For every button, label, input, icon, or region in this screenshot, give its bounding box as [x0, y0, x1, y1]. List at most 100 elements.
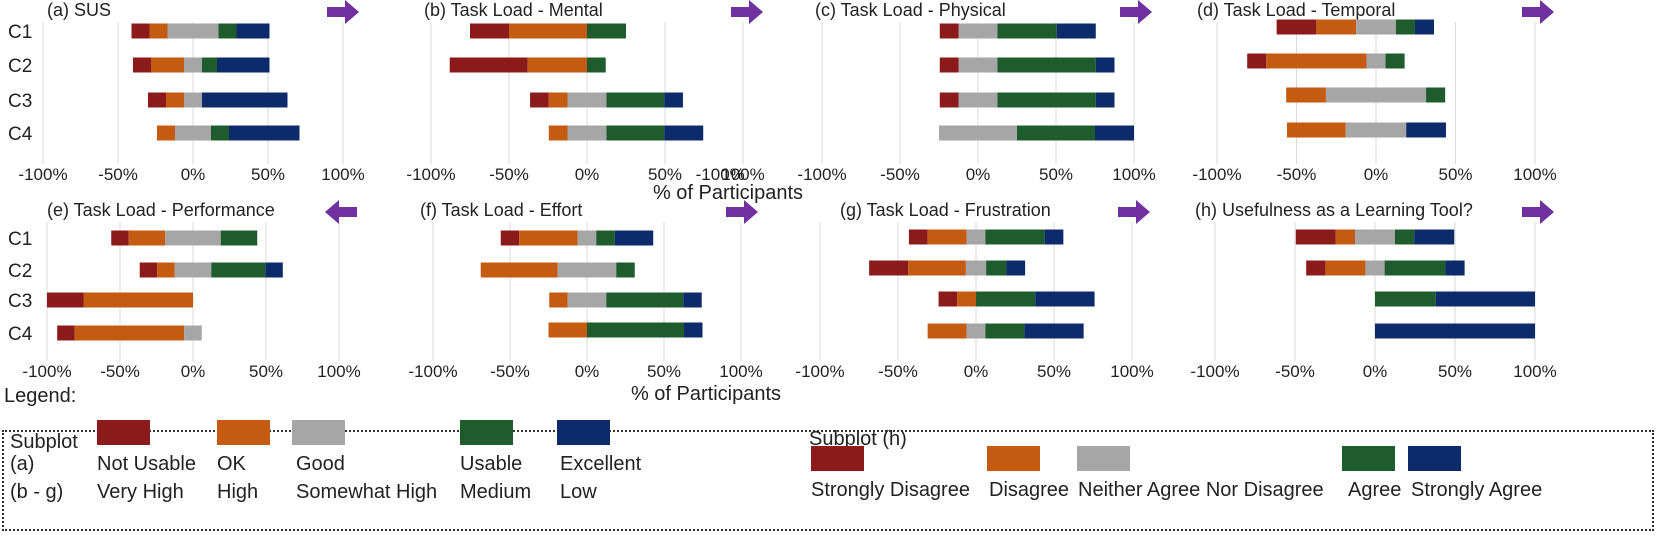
bar-segment	[470, 23, 509, 39]
legend-a-name-1: Not Usable	[97, 453, 196, 475]
tick-label: -50%	[98, 165, 138, 184]
bar-segment	[1395, 229, 1415, 245]
bar-segment	[606, 125, 665, 141]
bar-segment	[530, 92, 549, 108]
bar-segment	[548, 125, 568, 141]
bar-segment	[509, 23, 587, 39]
bar-segment	[527, 57, 587, 73]
tick-label: 100%	[317, 362, 360, 381]
bar-segment	[548, 322, 587, 338]
tick-label: 100%	[1513, 165, 1556, 184]
panel-title: (f) Task Load - Effort	[420, 200, 582, 220]
tick-label: -50%	[1275, 362, 1315, 381]
bar-segment	[616, 262, 635, 278]
legend-h-swatch-5	[1408, 446, 1461, 471]
bar-segment	[985, 323, 1025, 339]
tick-label: 50%	[1039, 165, 1073, 184]
bar-segment	[1406, 122, 1446, 138]
legend-h-swatch-3	[1077, 446, 1130, 471]
bar-segment	[957, 291, 976, 307]
bar-segment	[500, 230, 520, 246]
bar-segment	[596, 230, 615, 246]
row-label: C3	[8, 91, 32, 112]
bar-segment	[1024, 323, 1084, 339]
bar-segment	[939, 23, 959, 39]
tick-label: 100%	[1112, 165, 1155, 184]
legend-h-name-1: Strongly Disagree	[811, 479, 970, 501]
panel-title: (g) Task Load - Frustration	[840, 200, 1051, 220]
bar-segment	[184, 92, 202, 108]
bar-segment	[166, 92, 184, 108]
tick-label: -50%	[1277, 165, 1317, 184]
bar-segment	[1316, 19, 1357, 35]
bar-segment	[1335, 229, 1355, 245]
bar-segment	[1375, 291, 1436, 307]
tick-label: -100%	[795, 362, 844, 381]
bar-segment	[1385, 53, 1405, 69]
legend-swatch-5	[557, 420, 610, 445]
row-label: C1	[8, 229, 32, 250]
bar-segment	[1384, 260, 1446, 276]
legend-h-swatch-2	[987, 446, 1040, 471]
bar-segment	[927, 323, 967, 339]
tick-label: 50%	[251, 165, 285, 184]
bar-segment	[577, 230, 597, 246]
tick-label: -50%	[880, 165, 920, 184]
tick-label: 50%	[1037, 362, 1071, 381]
bar-segment	[175, 125, 211, 141]
tick-label: -50%	[489, 165, 529, 184]
bar-segment	[519, 230, 578, 246]
bar-segment	[1295, 229, 1336, 245]
tick-label: -100%	[22, 362, 71, 381]
row-label: C1	[8, 22, 32, 43]
tick-label: 100%	[321, 165, 364, 184]
legend-a-name-5: Excellent	[560, 453, 642, 475]
tick-label: 0%	[964, 362, 989, 381]
bar-segment	[480, 262, 558, 278]
tick-label: 0%	[575, 165, 600, 184]
tick-label: 100%	[721, 165, 764, 184]
arrow-right-icon	[1522, 200, 1554, 224]
bar-segment	[549, 292, 568, 308]
legend-swatch-3	[292, 420, 345, 445]
tick-label: -50%	[490, 362, 530, 381]
bar-segment	[449, 57, 528, 73]
bar-segment	[74, 325, 185, 341]
legend-a-name-2: OK	[217, 453, 246, 475]
bar-segment	[184, 325, 202, 341]
bar-segment	[1306, 260, 1326, 276]
bar-segment	[684, 322, 703, 338]
tick-label: -100%	[1190, 362, 1239, 381]
bar-segment	[997, 92, 1096, 108]
bar-segment	[1286, 122, 1346, 138]
legend-h-swatch-1	[811, 446, 864, 471]
bar-segment	[966, 323, 986, 339]
bar-segment	[664, 125, 704, 141]
bar-segment	[229, 125, 300, 141]
bar-segment	[908, 260, 966, 276]
tick-label: -50%	[878, 362, 918, 381]
bar-segment	[1286, 87, 1326, 103]
bar-segment	[157, 262, 175, 278]
bar-segment	[1017, 125, 1095, 141]
bar-segment	[220, 230, 258, 246]
bar-segment	[939, 57, 959, 73]
panel-title: (d) Task Load - Temporal	[1197, 0, 1395, 20]
bar-segment	[985, 229, 1045, 245]
legend-a-name-4: Usable	[460, 453, 523, 475]
legend-h-name-4: Agree	[1348, 479, 1402, 501]
tick-label: -100%	[696, 165, 745, 184]
bar-segment	[938, 291, 958, 307]
chart-area: (a) SUS -100% -50% 0% 50% 100% C1 C2 C3 C4 (b) Tas…	[8, 0, 1557, 405]
bar-segment	[1035, 291, 1095, 307]
legend-box: Subplot (a) (b - g) Not Usable OK Good U…	[2, 420, 1654, 531]
bar-segment	[567, 292, 607, 308]
bar-segment	[128, 230, 166, 246]
panel-title: (h) Usefulness as a Learning Tool?	[1195, 200, 1473, 220]
bar-segment	[869, 260, 909, 276]
bar-segment	[1355, 229, 1395, 245]
bar-segment	[908, 229, 928, 245]
bar-segment	[1445, 260, 1465, 276]
bar-segment	[174, 262, 212, 278]
legend-h-swatch-4	[1342, 446, 1395, 471]
